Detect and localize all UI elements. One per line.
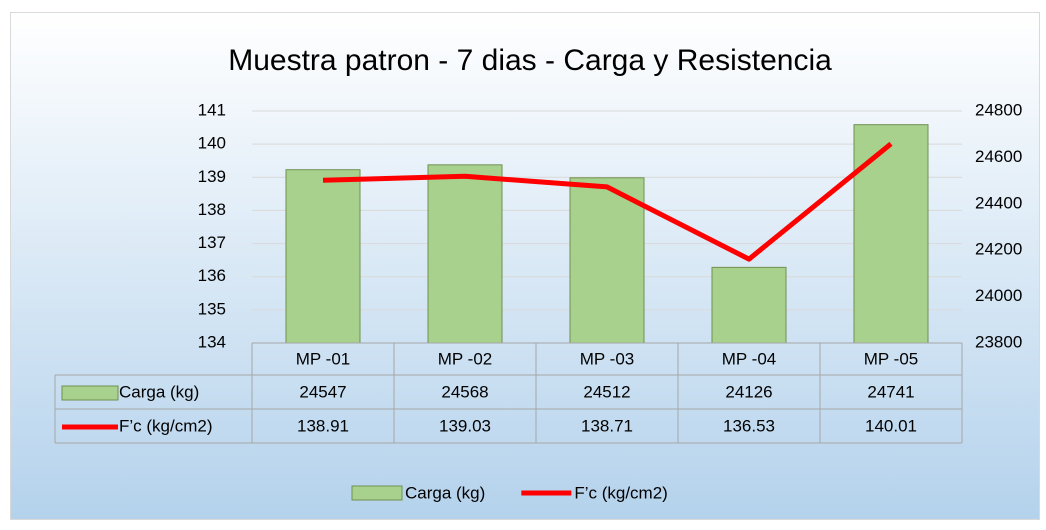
bar (711, 266, 787, 344)
y-tick-label: 140 (198, 134, 226, 153)
y2-tick-label: 24800 (975, 100, 1022, 119)
legend-label: Carga (kg) (405, 483, 485, 502)
bar (285, 169, 361, 344)
bar (569, 177, 645, 344)
x-tick-label: MP -02 (438, 349, 493, 368)
y-tick-label: 137 (198, 233, 226, 252)
x-tick-label: MP -05 (864, 349, 919, 368)
legend-label: F’c (kg/cm2) (574, 483, 668, 502)
table-cell: 138.91 (297, 416, 349, 435)
table-cell: 24568 (441, 382, 488, 401)
table-cell: 140.01 (865, 416, 917, 435)
y2-tick-label: 24200 (975, 240, 1022, 259)
y2-tick-label: 24000 (975, 286, 1022, 305)
y2-tick-label: 23800 (975, 332, 1022, 351)
legend-key (351, 485, 403, 501)
table-row-header: Carga (kg) (119, 382, 199, 401)
table-cell: 24512 (583, 382, 630, 401)
table-cell: 24126 (725, 382, 772, 401)
bar (853, 124, 929, 344)
table-cell: 24741 (867, 382, 914, 401)
line-series (322, 141, 893, 262)
legend-key (61, 385, 119, 401)
table-cell: 24547 (299, 382, 346, 401)
y-tick-label: 134 (198, 332, 226, 351)
chart-title: Muestra patron - 7 dias - Carga y Resist… (228, 44, 832, 77)
table-cell: 136.53 (723, 416, 775, 435)
y2-tick-label: 24400 (975, 193, 1022, 212)
table-row-header: F’c (kg/cm2) (119, 416, 213, 435)
y2-tick-label: 24600 (975, 147, 1022, 166)
x-tick-label: MP -04 (722, 349, 777, 368)
y-tick-label: 138 (198, 200, 226, 219)
y-tick-label: 139 (198, 167, 226, 186)
y-tick-label: 141 (198, 100, 226, 119)
x-tick-label: MP -01 (296, 349, 351, 368)
table-cell: 138.71 (581, 416, 633, 435)
y-tick-label: 135 (198, 299, 226, 318)
bar (427, 164, 503, 344)
y-tick-label: 136 (198, 266, 226, 285)
x-tick-label: MP -03 (580, 349, 635, 368)
table-cell: 139.03 (439, 416, 491, 435)
